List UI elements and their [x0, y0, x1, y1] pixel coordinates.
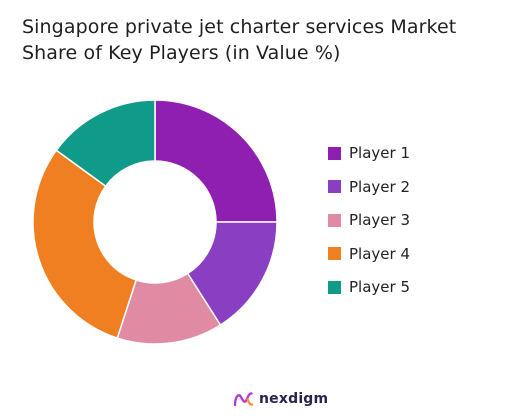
brand-name: nexdigm: [259, 391, 329, 407]
chart-legend: Player 1 Player 2 Player 3 Player 4 Play…: [328, 143, 410, 311]
legend-swatch: [328, 247, 341, 260]
legend-label: Player 5: [349, 278, 410, 296]
donut-slice-player-4: [32, 149, 138, 339]
legend-swatch: [328, 180, 341, 193]
legend-label: Player 1: [349, 144, 410, 162]
donut-slice-player-5: [55, 99, 156, 188]
legend-swatch: [328, 280, 341, 294]
legend-label: Player 4: [349, 244, 410, 263]
legend-item-player-2: Player 2: [328, 177, 410, 197]
chart-title: Singapore private jet charter services M…: [22, 16, 457, 64]
legend-swatch: [328, 213, 341, 227]
donut-slice-player-1: [154, 99, 278, 223]
legend-label: Player 3: [349, 211, 410, 229]
brand-logo: nexdigm: [232, 388, 328, 410]
legend-item-player-4: Player 4: [328, 244, 410, 264]
legend-item-player-5: Player 5: [328, 277, 410, 297]
legend-label: Player 2: [349, 177, 410, 196]
legend-swatch: [328, 146, 341, 160]
legend-item-player-1: Player 1: [328, 143, 410, 163]
legend-item-player-3: Player 3: [328, 210, 410, 230]
nexdigm-logo-icon: [233, 392, 254, 407]
